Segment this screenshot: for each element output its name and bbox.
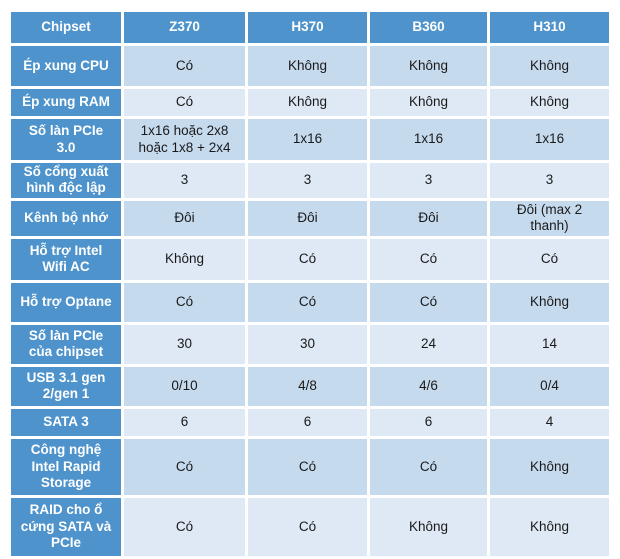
table-cell: 1x16	[490, 119, 609, 160]
table-cell: 3	[370, 163, 487, 198]
table-cell: Có	[248, 497, 367, 556]
table-row: Hỗ trợ Optane Có Có Có Không	[11, 282, 609, 322]
table-cell: 3	[248, 163, 367, 198]
table-row: RAID cho ổ cứng SATA và PCIe Có Có Không…	[11, 497, 609, 556]
table-cell: Không	[248, 46, 367, 86]
table-cell: 0/10	[124, 366, 245, 406]
table-cell: Có	[124, 438, 245, 495]
table-cell: Có	[370, 438, 487, 495]
table-cell: 4	[490, 408, 609, 436]
table-cell: 14	[490, 324, 609, 364]
row-label-ep-xung-ram: Ép xung RAM	[11, 89, 121, 116]
table-cell: 4/8	[248, 366, 367, 406]
table-row: Công nghệ Intel Rapid Storage Có Có Có K…	[11, 438, 609, 495]
table-cell: 1x16 hoặc 2x8 hoặc 1x8 + 2x4	[124, 119, 245, 160]
row-label-kenh-bo-nho: Kênh bộ nhớ	[11, 200, 121, 236]
row-label-so-lan-pcie-chipset: Số làn PCIe của chipset	[11, 324, 121, 364]
column-header-z370: Z370	[124, 12, 245, 43]
header-row: Chipset Z370 H370 B360 H310	[11, 12, 609, 43]
table-cell: 1x16	[370, 119, 487, 160]
table-cell: 3	[124, 163, 245, 198]
row-label-ho-tro-intel-wifi-ac: Hỗ trợ Intel Wifi AC	[11, 238, 121, 280]
table-cell: Không	[490, 438, 609, 495]
table-cell: Không	[370, 497, 487, 556]
table-cell: Không	[490, 497, 609, 556]
table-row: Hỗ trợ Intel Wifi AC Không Có Có Có	[11, 238, 609, 280]
table-cell: Đôi (max 2 thanh)	[490, 200, 609, 236]
table-row: Số làn PCIe của chipset 30 30 24 14	[11, 324, 609, 364]
table-cell: 30	[248, 324, 367, 364]
table-cell: 1x16	[248, 119, 367, 160]
column-header-chipset: Chipset	[11, 12, 121, 43]
table-row: SATA 3 6 6 6 4	[11, 408, 609, 436]
table-cell: Có	[124, 497, 245, 556]
table-cell: 24	[370, 324, 487, 364]
table-cell: 3	[490, 163, 609, 198]
table-cell: Có	[490, 238, 609, 280]
table-cell: Không	[490, 89, 609, 116]
column-header-b360: B360	[370, 12, 487, 43]
table-cell: Không	[370, 46, 487, 86]
table-cell: Có	[124, 46, 245, 86]
table-cell: Có	[370, 282, 487, 322]
table-cell: 6	[124, 408, 245, 436]
table-cell: Đôi	[370, 200, 487, 236]
table-cell: Có	[248, 282, 367, 322]
row-label-so-cong-xuat-hinh: Số cổng xuất hình độc lập	[11, 163, 121, 198]
table-cell: Không	[490, 282, 609, 322]
table-row: USB 3.1 gen 2/gen 1 0/10 4/8 4/6 0/4	[11, 366, 609, 406]
chipset-comparison-table: Chipset Z370 H370 B360 H310 Ép xung CPU …	[8, 9, 612, 559]
table-cell: 4/6	[370, 366, 487, 406]
table-cell: Có	[124, 282, 245, 322]
table-cell: Không	[370, 89, 487, 116]
column-header-h370: H370	[248, 12, 367, 43]
row-label-ep-xung-cpu: Ép xung CPU	[11, 46, 121, 86]
row-label-ho-tro-optane: Hỗ trợ Optane	[11, 282, 121, 322]
row-label-raid-sata-pcie: RAID cho ổ cứng SATA và PCIe	[11, 497, 121, 556]
row-label-usb-31: USB 3.1 gen 2/gen 1	[11, 366, 121, 406]
table-row: Số cổng xuất hình độc lập 3 3 3 3	[11, 163, 609, 198]
table-cell: Có	[248, 238, 367, 280]
row-label-so-lan-pcie-30: Số làn PCIe 3.0	[11, 119, 121, 160]
table-cell: 6	[370, 408, 487, 436]
table-cell: Không	[248, 89, 367, 116]
table-cell: 0/4	[490, 366, 609, 406]
table-cell: Đôi	[124, 200, 245, 236]
table-cell: Không	[124, 238, 245, 280]
table-cell: 30	[124, 324, 245, 364]
table-cell: Có	[124, 89, 245, 116]
row-label-sata-3: SATA 3	[11, 408, 121, 436]
table-cell: Đôi	[248, 200, 367, 236]
table-cell: Không	[490, 46, 609, 86]
table-cell: 6	[248, 408, 367, 436]
table-row: Kênh bộ nhớ Đôi Đôi Đôi Đôi (max 2 thanh…	[11, 200, 609, 236]
table-row: Ép xung CPU Có Không Không Không	[11, 46, 609, 86]
table-cell: Có	[248, 438, 367, 495]
row-label-intel-rapid-storage: Công nghệ Intel Rapid Storage	[11, 438, 121, 495]
table-cell: Có	[370, 238, 487, 280]
table-row: Ép xung RAM Có Không Không Không	[11, 89, 609, 116]
column-header-h310: H310	[490, 12, 609, 43]
table-row: Số làn PCIe 3.0 1x16 hoặc 2x8 hoặc 1x8 +…	[11, 119, 609, 160]
